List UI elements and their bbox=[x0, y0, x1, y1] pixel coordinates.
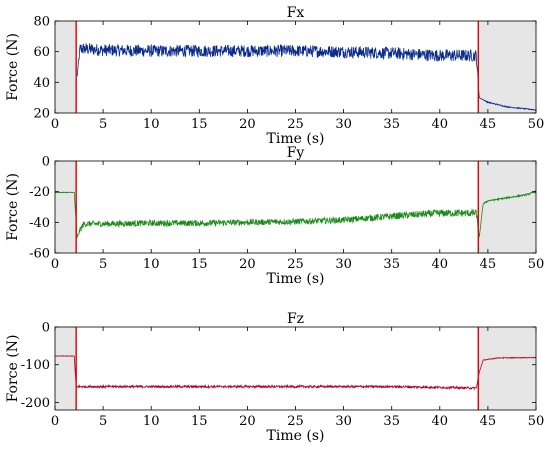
y-tick-label: -40 bbox=[29, 216, 50, 231]
y-tick-label: 0 bbox=[42, 321, 50, 336]
chart-title: Fy bbox=[287, 145, 305, 161]
x-tick-label: 45 bbox=[480, 414, 497, 429]
x-tick-label: 25 bbox=[287, 117, 304, 132]
y-tick-label: -200 bbox=[21, 396, 50, 411]
x-axis-label: Time (s) bbox=[267, 131, 325, 147]
chart-panel-fz: 0 5 10 15 20 25 30 35 40 45 50 -200 -100 0 Fz Time (s) F… bbox=[5, 311, 544, 444]
x-tick-label: 10 bbox=[143, 117, 160, 132]
x-tick-label: 15 bbox=[191, 117, 208, 132]
x-tick-label: 10 bbox=[143, 257, 160, 272]
x-tick-label: 50 bbox=[528, 257, 545, 272]
y-tick-label: -60 bbox=[29, 247, 50, 262]
plot-area bbox=[55, 161, 536, 253]
x-tick-label: 50 bbox=[528, 117, 545, 132]
series-line bbox=[55, 189, 536, 239]
x-axis-label: Time (s) bbox=[267, 428, 325, 444]
x-tick-label: 35 bbox=[383, 117, 400, 132]
y-axis-label: Force (N) bbox=[5, 335, 21, 403]
chart-panel-fy: 0 5 10 15 20 25 30 35 40 45 50 -60 -40 -20 0 Fy Time (s)… bbox=[5, 145, 544, 287]
y-tick-label: 0 bbox=[42, 155, 50, 170]
x-tick-label: 0 bbox=[51, 257, 59, 272]
chart-title: Fx bbox=[287, 5, 305, 21]
x-tick-label: 35 bbox=[383, 414, 400, 429]
x-tick-label: 20 bbox=[239, 257, 256, 272]
shaded-region bbox=[478, 21, 536, 113]
y-tick-label: -100 bbox=[21, 358, 50, 373]
x-tick-label: 5 bbox=[99, 414, 107, 429]
x-tick-label: 20 bbox=[239, 117, 256, 132]
y-tick-label: 80 bbox=[33, 15, 50, 30]
x-tick-label: 5 bbox=[99, 117, 107, 132]
x-tick-label: 10 bbox=[143, 414, 160, 429]
shaded-region bbox=[55, 21, 77, 113]
chart-panel-fx: 0 5 10 15 20 25 30 35 40 45 50 20 40 60 80 Fx Time (s) Fo… bbox=[5, 5, 544, 147]
y-tick-label: 60 bbox=[33, 45, 50, 60]
shaded-region bbox=[55, 327, 77, 410]
x-tick-label: 40 bbox=[432, 257, 449, 272]
x-tick-label: 25 bbox=[287, 414, 304, 429]
y-axis-label: Force (N) bbox=[5, 33, 21, 101]
plot-area bbox=[55, 327, 536, 410]
x-tick-label: 40 bbox=[432, 414, 449, 429]
x-tick-label: 5 bbox=[99, 257, 107, 272]
y-tick-label: -20 bbox=[29, 185, 50, 200]
x-tick-label: 45 bbox=[480, 117, 497, 132]
x-tick-label: 20 bbox=[239, 414, 256, 429]
x-axis-label: Time (s) bbox=[267, 271, 325, 287]
series-line bbox=[55, 355, 536, 391]
x-tick-label: 30 bbox=[335, 117, 352, 132]
chart-title: Fz bbox=[287, 311, 304, 327]
x-tick-label: 0 bbox=[51, 414, 59, 429]
y-tick-label: 40 bbox=[33, 76, 50, 91]
x-tick-label: 25 bbox=[287, 257, 304, 272]
shaded-region bbox=[478, 161, 536, 253]
y-axis-label: Force (N) bbox=[5, 173, 21, 241]
x-tick-label: 35 bbox=[383, 257, 400, 272]
shaded-region bbox=[55, 161, 77, 253]
series-line bbox=[76, 42, 536, 111]
shaded-region bbox=[478, 327, 536, 410]
x-tick-label: 30 bbox=[335, 257, 352, 272]
x-tick-label: 0 bbox=[51, 117, 59, 132]
x-tick-label: 50 bbox=[528, 414, 545, 429]
x-tick-label: 40 bbox=[432, 117, 449, 132]
x-tick-label: 45 bbox=[480, 257, 497, 272]
x-tick-label: 30 bbox=[335, 414, 352, 429]
x-tick-label: 15 bbox=[191, 414, 208, 429]
y-tick-label: 20 bbox=[33, 107, 50, 122]
plot-area bbox=[55, 21, 536, 113]
x-tick-label: 15 bbox=[191, 257, 208, 272]
